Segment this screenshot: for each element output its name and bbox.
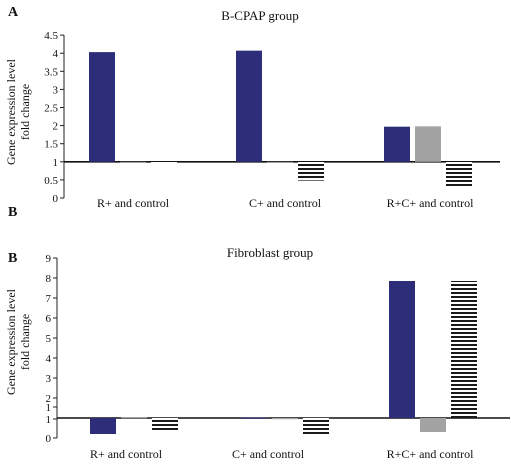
y-tick-label: 4.5 bbox=[44, 30, 58, 42]
bar-p-53-1 bbox=[151, 161, 177, 163]
bar-p-53-2 bbox=[303, 418, 329, 436]
bar-p-53-1 bbox=[152, 418, 178, 431]
bar-bcl-2-2 bbox=[267, 161, 293, 163]
y-tick-label: 4 bbox=[53, 48, 59, 60]
category-labels-a: R+ and control C+ and control R+C+ and con… bbox=[97, 196, 474, 210]
y-axis-label-b-2: fold change bbox=[18, 314, 32, 370]
bar-bax-3 bbox=[384, 126, 410, 162]
category-label: R+C+ and control bbox=[387, 447, 475, 461]
bar-bax-3 bbox=[389, 281, 415, 418]
y-tick-label: 1 bbox=[53, 157, 59, 169]
y-tick-label: 0 bbox=[46, 433, 52, 445]
y-axis-label-a-1: Gene expression level bbox=[4, 58, 18, 165]
bar-p-53-3 bbox=[451, 281, 477, 418]
bar-bcl-2-1 bbox=[120, 161, 146, 163]
y-tick-label: 3 bbox=[53, 84, 59, 96]
bar-bcl-2-2 bbox=[272, 418, 298, 420]
y-tick-label: 2 bbox=[46, 393, 52, 405]
chart-panel-a: A B-CPAP group Gene expression level fol… bbox=[4, 5, 500, 210]
bar-bcl-2-3 bbox=[415, 126, 441, 162]
category-label: R+ and control bbox=[90, 447, 163, 461]
bar-bcl-2-3 bbox=[420, 418, 446, 432]
y-tick-label: 0.5 bbox=[44, 175, 58, 187]
y-tick-label: 7 bbox=[46, 293, 52, 305]
bars-a bbox=[64, 50, 500, 188]
category-label: C+ and control bbox=[232, 447, 305, 461]
chart-title-b: Fibroblast group bbox=[227, 245, 313, 260]
y-tick-label: 2 bbox=[53, 121, 59, 133]
bar-bax-1 bbox=[89, 52, 115, 162]
y-axis-label-a-2: fold change bbox=[18, 84, 32, 140]
bars-b bbox=[57, 281, 510, 436]
y-tick-label: 2.5 bbox=[44, 103, 58, 115]
category-label: R+ and control bbox=[97, 196, 170, 210]
y-tick-label: 1.5 bbox=[44, 139, 58, 151]
bar-p-53-2 bbox=[298, 161, 324, 181]
y-tick-label: 1 bbox=[46, 414, 52, 426]
y-tick-label: 0 bbox=[53, 193, 59, 205]
y-tick-label: 5 bbox=[46, 333, 52, 345]
bar-bax-2 bbox=[241, 417, 267, 419]
category-label: C+ and control bbox=[249, 196, 322, 210]
y-tick-label: 9 bbox=[46, 253, 52, 265]
y-tick-label: 1 bbox=[46, 402, 52, 414]
category-label: R+C+ and control bbox=[387, 196, 475, 210]
y-tick-label: 3.5 bbox=[44, 66, 58, 78]
panel-label-a: A bbox=[8, 5, 19, 20]
bar-p-53-3 bbox=[446, 161, 472, 188]
panel-label-b: B bbox=[8, 251, 17, 266]
bar-bax-2 bbox=[236, 50, 262, 162]
chart-panel-b: B Fibroblast group Gene expression level… bbox=[4, 245, 510, 461]
bar-bax-1 bbox=[90, 418, 116, 434]
bar-bcl-2-1 bbox=[121, 417, 147, 419]
y-tick-label: 6 bbox=[46, 313, 52, 325]
category-labels-b: R+ and control C+ and control R+C+ and con… bbox=[90, 447, 474, 461]
panel-label-between: B bbox=[8, 205, 17, 220]
y-axis-label-b-1: Gene expression level bbox=[4, 288, 18, 395]
chart-title-a: B-CPAP group bbox=[221, 8, 298, 23]
y-ticks-a: 0 0.5 1 1.5 2 2.5 3 3.5 4 4.5 bbox=[44, 30, 65, 205]
y-tick-label: 3 bbox=[46, 373, 52, 385]
y-tick-label: 4 bbox=[46, 353, 52, 365]
y-tick-label: 8 bbox=[46, 273, 52, 285]
